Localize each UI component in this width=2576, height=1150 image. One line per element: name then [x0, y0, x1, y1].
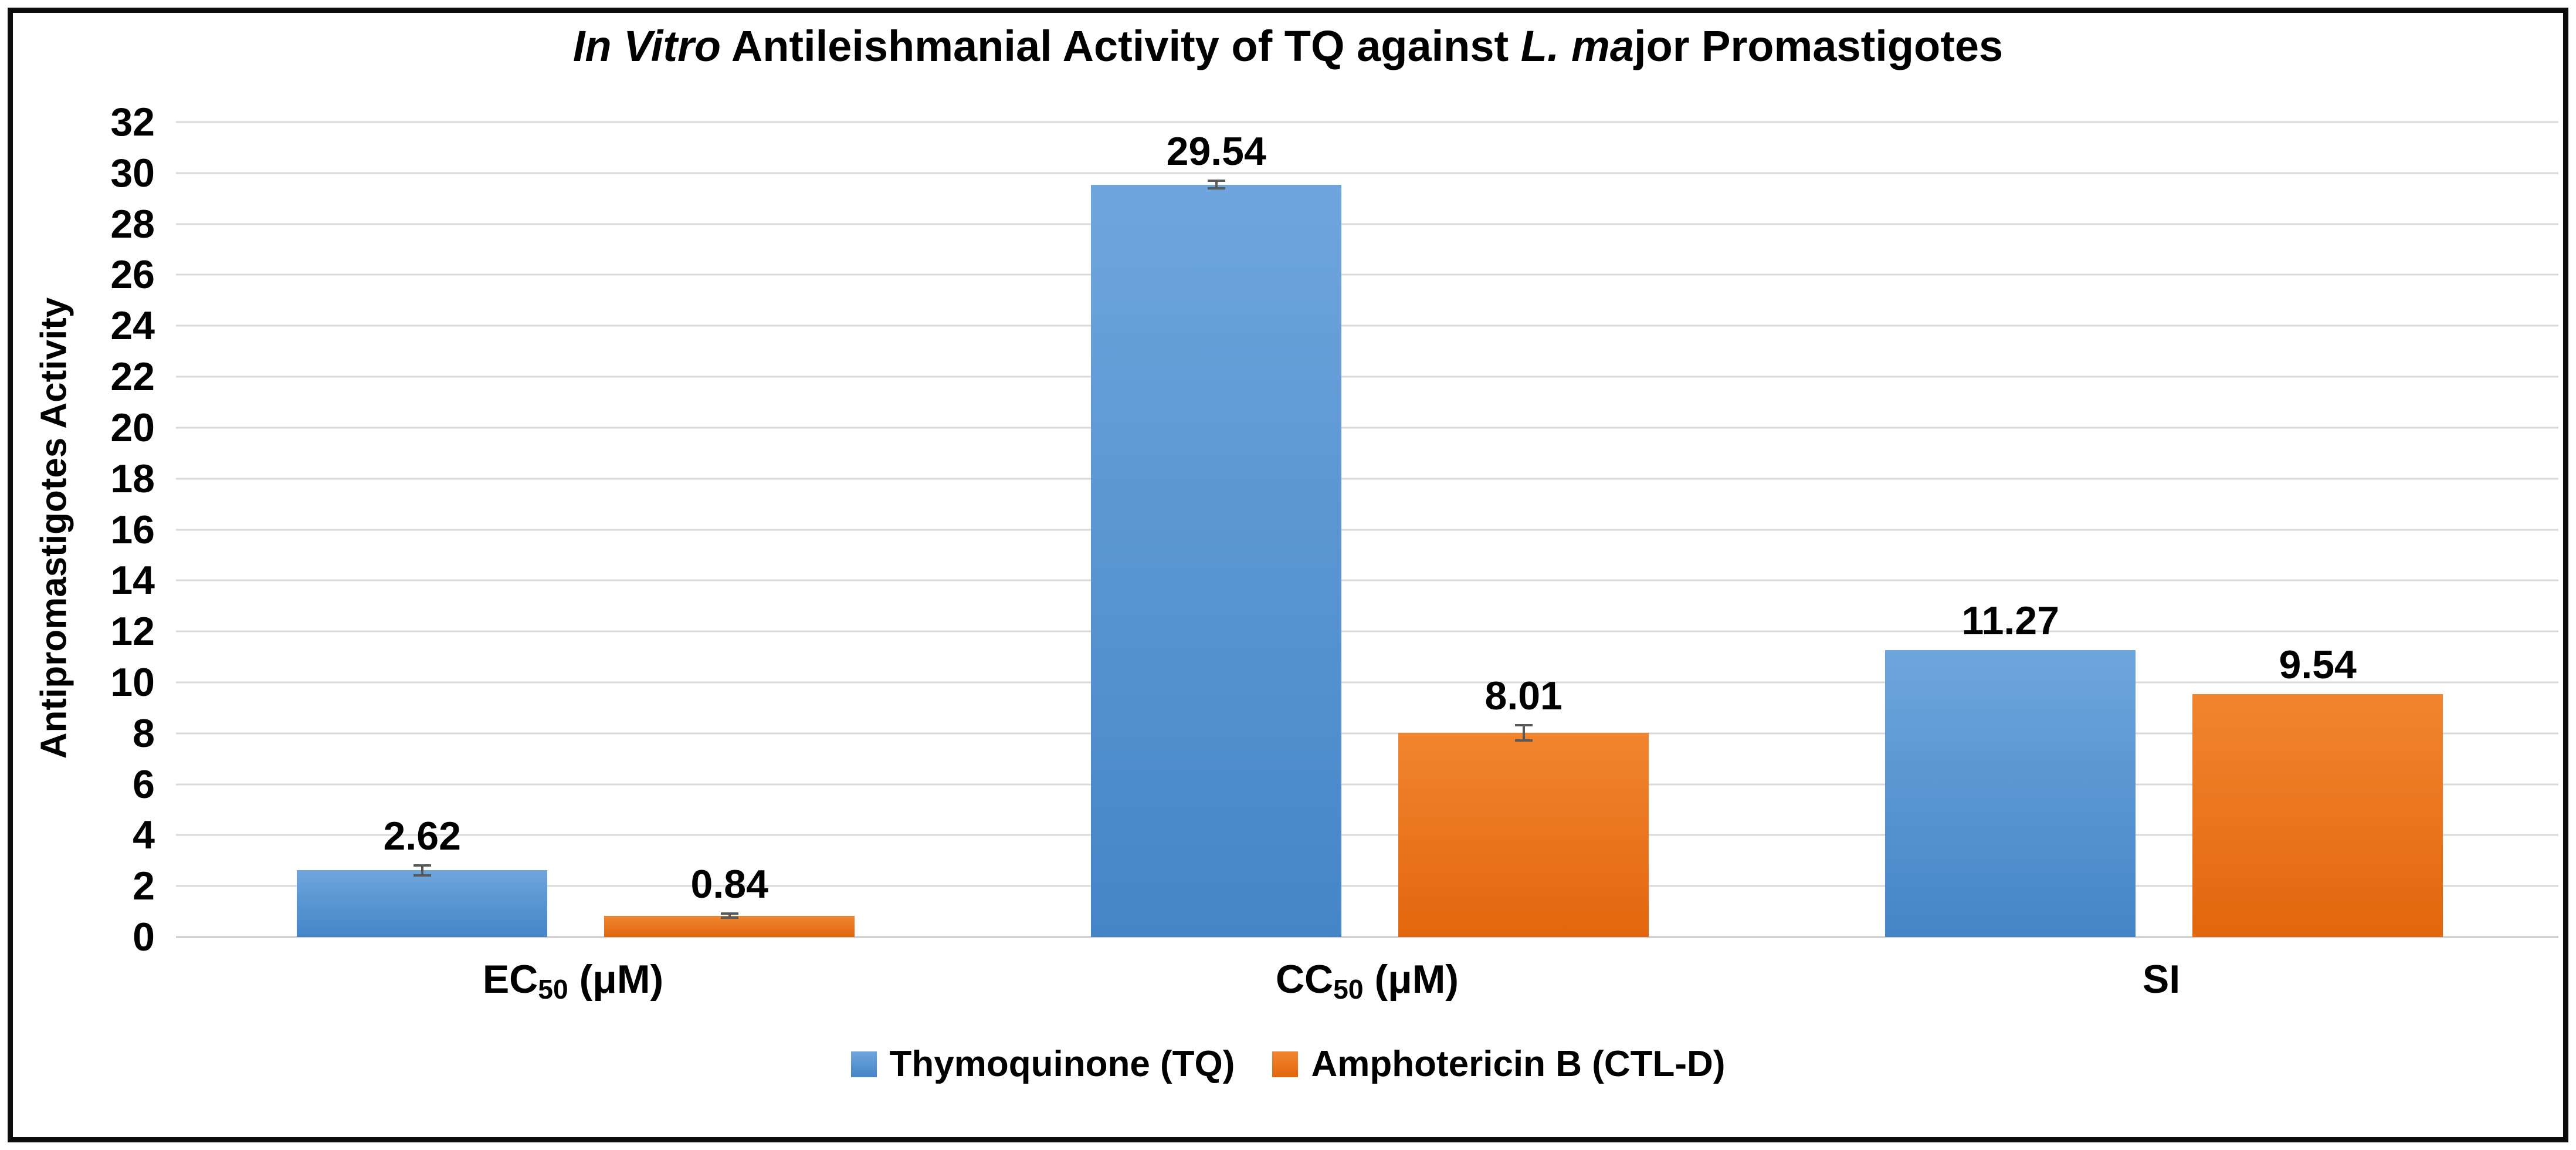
- bar-blue-2: [1885, 650, 2136, 937]
- bar-orange-1: [1398, 733, 1649, 937]
- chart-outer-frame: [8, 8, 2568, 1142]
- y-tick-label: 20: [110, 405, 155, 450]
- gridline: [176, 427, 2558, 429]
- y-tick-label: 18: [110, 456, 155, 501]
- data-label: 2.62: [383, 813, 461, 858]
- title-part: jor Promastigotes: [1634, 22, 2004, 70]
- y-tick-label: 32: [110, 100, 155, 144]
- gridline: [176, 885, 2558, 887]
- gridline: [176, 273, 2558, 276]
- data-label: 11.27: [1961, 598, 2059, 643]
- gridline: [176, 834, 2558, 836]
- y-tick-label: 4: [133, 813, 155, 858]
- chart-title: In Vitro Antileishmanial Activity of TQ …: [0, 21, 2576, 71]
- x-label-unit: (μM): [1363, 957, 1459, 1002]
- gridline: [176, 223, 2558, 225]
- error-bar-cap: [1514, 724, 1533, 727]
- x-label-base: EC: [482, 957, 538, 1002]
- data-label: 9.54: [2279, 642, 2357, 687]
- y-tick-label: 28: [110, 201, 155, 246]
- error-bar-cap: [413, 864, 431, 867]
- error-bar-cap: [720, 916, 738, 919]
- error-bar: [1215, 181, 1218, 189]
- gridline: [176, 172, 2558, 174]
- error-bar: [728, 914, 731, 918]
- error-bar: [421, 865, 423, 875]
- y-tick-label: 0: [133, 915, 155, 959]
- y-tick-label: 16: [110, 507, 155, 552]
- title-part: Antileishmanial Activity of TQ against: [720, 22, 1521, 70]
- title-italic-part: In Vitro: [572, 22, 721, 70]
- legend-swatch-orange: [1272, 1051, 1299, 1077]
- y-tick-label: 10: [110, 659, 155, 705]
- error-bar-cap: [413, 874, 431, 877]
- gridline: [176, 478, 2558, 480]
- error-bar: [1522, 725, 1525, 741]
- y-tick-label: 12: [110, 609, 155, 654]
- x-category-label: SI: [1764, 958, 2558, 1002]
- y-tick-label: 22: [110, 354, 155, 400]
- x-label-subscript: 50: [538, 974, 568, 1005]
- error-bar-cap: [720, 912, 738, 915]
- gridline: [176, 529, 2558, 530]
- gridline: [176, 732, 2558, 735]
- data-label: 8.01: [1484, 674, 1562, 719]
- legend-label: Amphotericin B (CTL-D): [1311, 1044, 1726, 1084]
- gridline: [176, 324, 2558, 327]
- legend-swatch-blue: [850, 1051, 877, 1077]
- gridline: [176, 630, 2558, 632]
- gridline: [176, 579, 2558, 581]
- data-label: 0.84: [690, 862, 768, 907]
- legend: Thymoquinone (TQ) Amphotericin B (CTL-D): [0, 1043, 2576, 1085]
- legend-item: Thymoquinone (TQ): [850, 1043, 1235, 1085]
- y-tick-label: 14: [110, 558, 155, 603]
- x-label-subscript: 50: [1333, 974, 1364, 1005]
- bar-blue-0: [297, 870, 547, 937]
- legend-item: Amphotericin B (CTL-D): [1272, 1043, 1725, 1085]
- x-label-base: CC: [1275, 957, 1334, 1002]
- error-bar-cap: [1207, 187, 1225, 190]
- gridline: [176, 936, 2558, 938]
- bar-blue-1: [1091, 184, 1341, 937]
- bar-orange-0: [604, 915, 855, 937]
- legend-label: Thymoquinone (TQ): [889, 1044, 1235, 1084]
- y-tick-label: 24: [110, 303, 155, 349]
- gridline: [176, 376, 2558, 378]
- y-tick-label: 2: [133, 864, 155, 909]
- error-bar-cap: [1207, 180, 1225, 182]
- plot-area: 2.62 0.84 29.54 8.01 11.27 9.54: [176, 121, 2558, 938]
- gridline: [176, 681, 2558, 684]
- gridline: [176, 121, 2558, 123]
- data-label: 29.54: [1166, 129, 1266, 174]
- x-category-label: CC50 (μM): [970, 957, 1764, 1005]
- x-axis-labels: EC50 (μM) CC50 (μM) SI: [176, 957, 2558, 1005]
- y-axis-tick-labels: 0 2 4 6 8 10 12 14 16 18 20 22 24 26 28 30 32: [12, 102, 155, 957]
- x-label-base: SI: [2142, 957, 2181, 1002]
- x-label-unit: (μM): [568, 957, 664, 1002]
- category-cell: 29.54 8.01: [970, 122, 1764, 937]
- bar-orange-2: [2192, 694, 2443, 937]
- error-bar-cap: [1514, 739, 1533, 742]
- title-italic-part: L. ma: [1520, 22, 1635, 70]
- y-tick-label: 30: [110, 150, 155, 195]
- category-cell: 2.62 0.84: [176, 122, 970, 937]
- y-tick-label: 6: [133, 762, 155, 807]
- gridline: [176, 783, 2558, 786]
- category-cell: 11.27 9.54: [1764, 122, 2558, 937]
- y-tick-label: 8: [133, 711, 155, 756]
- x-category-label: EC50 (μM): [176, 957, 970, 1005]
- y-tick-label: 26: [110, 252, 155, 297]
